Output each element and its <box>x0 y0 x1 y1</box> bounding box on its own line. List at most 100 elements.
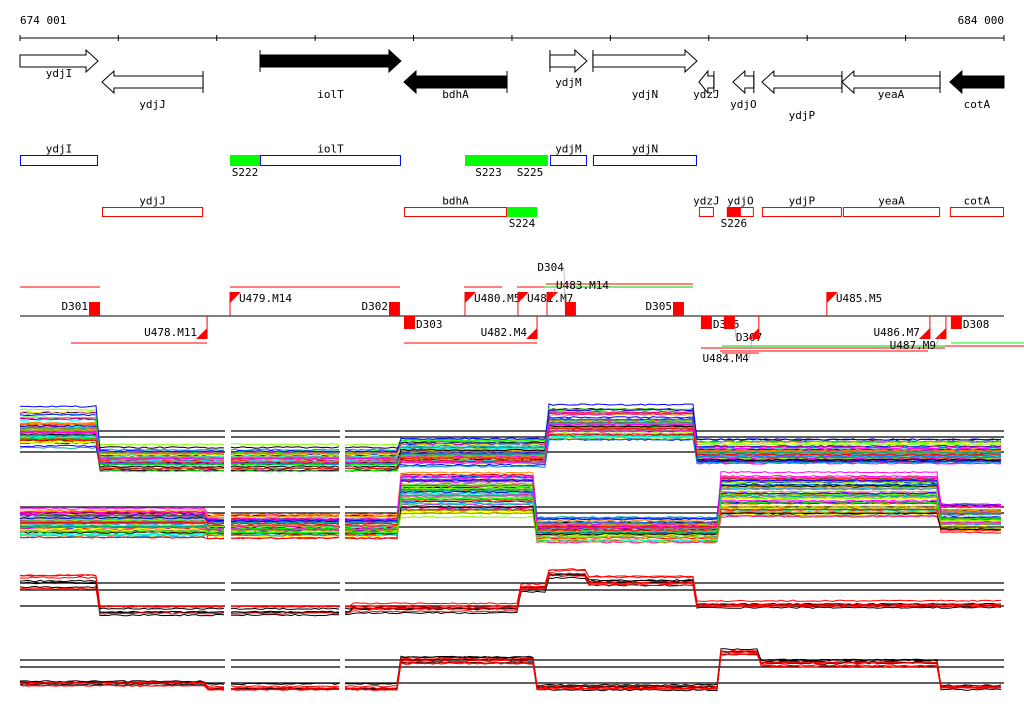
downshift-marker-icon <box>403 316 415 329</box>
downshift-marker-icon <box>723 316 735 329</box>
expression-profile-line <box>19 408 1002 446</box>
segment-label: S225 <box>517 166 544 179</box>
annotation-box-iolT <box>260 155 401 166</box>
segment-label: S224 <box>509 217 536 230</box>
upshift-flag-icon <box>747 328 759 339</box>
expression-profile-line <box>19 498 1002 532</box>
track-gap <box>225 391 231 471</box>
expression-profile-line <box>19 653 1002 690</box>
annotation-label: ydjI <box>46 143 73 156</box>
gene-label: bdhA <box>442 88 469 101</box>
axis-end-label: 684 000 <box>958 14 1004 27</box>
expression-profile-line <box>19 576 1002 617</box>
gene-arrow-ydjJ <box>101 69 204 95</box>
downshift-marker-icon <box>89 302 101 316</box>
gene-label: cotA <box>964 98 991 111</box>
upshift-flag-icon <box>826 292 838 303</box>
expression-profile-line <box>19 569 1002 608</box>
segment-S225 <box>511 155 548 166</box>
track-gap <box>340 467 345 547</box>
annotation-box-yeaA <box>842 207 941 217</box>
signal-label: D305 <box>645 300 672 313</box>
upshift-flag-icon <box>196 328 208 339</box>
signal-label: U484.M4 <box>703 352 750 365</box>
annotation-label: bdhA <box>442 195 469 208</box>
signal-label: D302 <box>361 300 388 313</box>
signal-label: U487.M9 <box>890 339 936 352</box>
gene-label: yeaA <box>878 88 905 101</box>
expression-profile-line <box>19 423 1002 461</box>
annotation-label: ydjO <box>727 195 754 208</box>
label-leader-line <box>935 335 941 346</box>
expression-profile-line <box>19 478 1002 530</box>
signal-label: U486.M7 <box>874 326 920 339</box>
expression-profile-line <box>19 474 1002 525</box>
annotation-box-ydjP <box>761 207 842 217</box>
signal-label: D308 <box>963 318 990 331</box>
gene-arrow-ydjI <box>19 48 99 74</box>
signal-label: U480.M5 <box>474 292 520 305</box>
annotation-label: cotA <box>964 195 991 208</box>
signal-label: U482.M4 <box>481 326 528 339</box>
downshift-marker-icon <box>672 302 684 316</box>
segment-label: S222 <box>232 166 259 179</box>
annotation-label: ydjP <box>789 195 816 208</box>
label-leader-line <box>734 323 737 338</box>
upshift-flag-icon <box>517 292 529 303</box>
signal-track: D301U479.M14D302U480.M5U481.M7U483.M14D3… <box>20 261 1024 365</box>
downshift-marker-icon <box>950 316 962 329</box>
annotation-label: ydjN <box>632 143 659 156</box>
upshift-flag-icon <box>934 328 946 339</box>
segment-S224 <box>507 207 538 217</box>
gene-label: ydjI <box>46 67 73 80</box>
signal-label: D304 <box>537 261 564 274</box>
upshift-flag-icon <box>546 292 558 303</box>
signal-label: U478.M11 <box>144 326 197 339</box>
annotation-box-cotA <box>949 207 1004 217</box>
gene-arrow-ydjN <box>592 48 698 74</box>
gene-label: ydjM <box>555 76 582 89</box>
annotation-box-ydjJ <box>101 207 204 217</box>
expression-profile-line <box>19 497 1001 534</box>
annotation-box-ydjI <box>20 155 99 166</box>
label-leader-line <box>748 335 754 359</box>
segment-label: S223 <box>475 166 502 179</box>
gene-arrow-ydjO <box>732 69 755 95</box>
downshift-marker-icon <box>700 316 712 329</box>
segment-S223 <box>465 155 512 166</box>
gene-label: iolT <box>317 88 344 101</box>
gene-label: ydjO <box>730 98 757 111</box>
upshift-flag-icon <box>526 328 538 339</box>
track-gap <box>225 467 231 547</box>
annotation-label: ydjM <box>555 143 582 156</box>
coordinate-axis <box>19 35 1005 41</box>
track-gap <box>225 620 231 700</box>
annotation-label: yeaA <box>878 195 905 208</box>
track-gap <box>340 620 345 700</box>
signal-label: D301 <box>62 300 89 313</box>
gene-arrow-yeaA <box>841 69 941 95</box>
annotation-label: ydjJ <box>139 195 166 208</box>
expression-profile-line <box>19 568 1002 609</box>
label-leader-line <box>552 284 557 296</box>
gene-label: ydjN <box>632 88 659 101</box>
segment-S226 <box>726 207 741 217</box>
gene-label: ydjP <box>789 109 816 122</box>
annotation-box-ydjN <box>592 155 697 166</box>
signal-label: U479.M14 <box>239 292 292 305</box>
gene-arrow-ydjM <box>549 48 588 74</box>
gene-arrow-ydjP <box>761 69 843 95</box>
track-gap <box>225 543 231 623</box>
gene-label: ydjJ <box>139 98 166 111</box>
expression-profile-line <box>19 479 1002 521</box>
signal-label: U485.M5 <box>836 292 882 305</box>
annotation-box-ydzJ <box>698 207 714 217</box>
gene-track: ydjI ydjJ iolT bdhA ydjM ydjN ydzJ ydjO ydjP yeaA… <box>19 48 1005 122</box>
upshift-flag-icon <box>465 292 477 303</box>
label-leader-line <box>563 266 566 307</box>
annotation-label: iolT <box>317 143 344 156</box>
annotation-track: ydjI iolT ydjM ydjN ydjJ bdhA ydzJ ydjO ydjP yeaA… <box>20 143 1004 230</box>
downshift-marker-icon <box>564 302 576 316</box>
gene-label: ydzJ <box>693 88 720 101</box>
